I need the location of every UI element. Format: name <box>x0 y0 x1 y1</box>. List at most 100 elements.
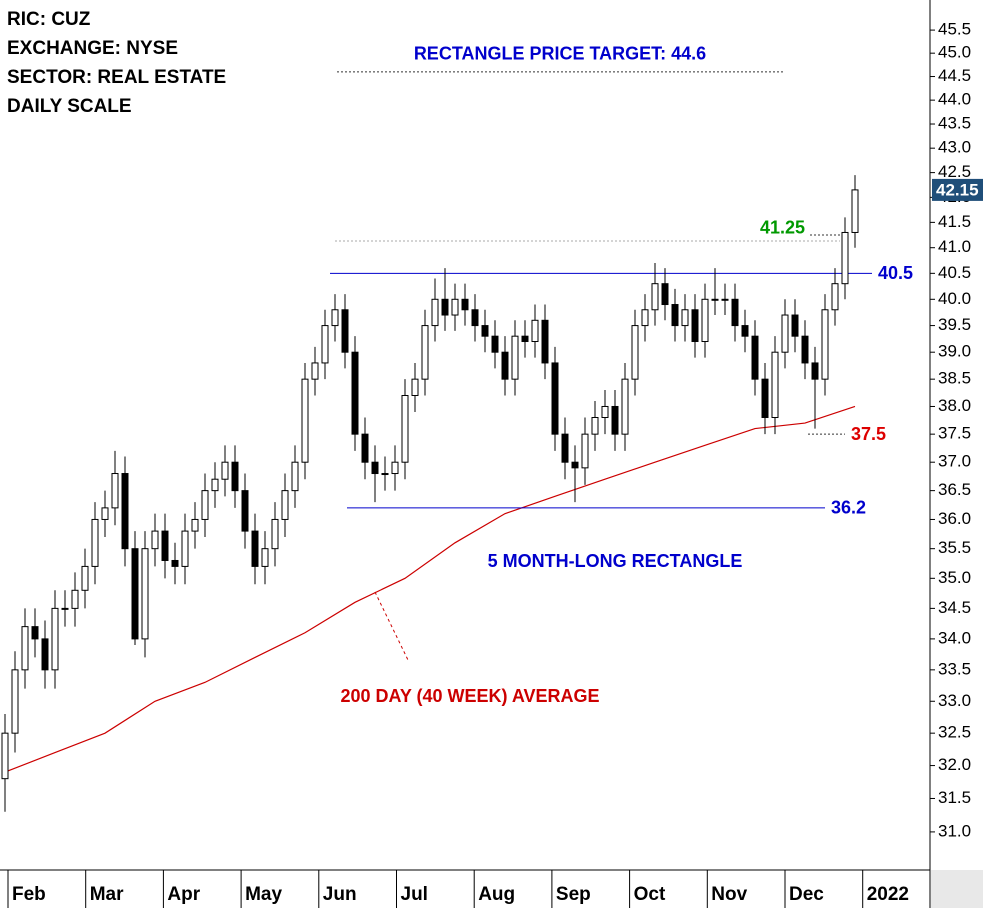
candle-body <box>421 325 429 380</box>
y-tick-label: 37.0 <box>938 452 971 471</box>
candle-body <box>431 298 439 327</box>
y-tick-label: 31.5 <box>938 788 971 807</box>
candle-body <box>551 362 559 435</box>
y-tick-label: 31.0 <box>938 821 971 840</box>
candle-body <box>231 461 239 492</box>
candle-body <box>651 283 659 311</box>
level-label: 36.2 <box>831 498 866 518</box>
candle-body <box>331 309 339 327</box>
y-tick-label: 40.0 <box>938 289 971 308</box>
candle-body <box>491 335 499 353</box>
candle-body <box>251 530 259 567</box>
y-tick-label: 38.0 <box>938 396 971 415</box>
y-tick-label: 33.5 <box>938 659 971 678</box>
candle-body <box>811 362 819 380</box>
candle-body <box>561 433 569 463</box>
x-tick-label: Feb <box>12 884 46 905</box>
candle-body <box>181 530 189 567</box>
candle-body <box>541 319 549 364</box>
candle-body <box>691 309 699 343</box>
y-tick-label: 45.5 <box>938 20 971 39</box>
candle-body <box>321 325 329 364</box>
candle-body <box>51 607 59 671</box>
x-tick-label: Jul <box>401 884 428 905</box>
candle-body <box>711 298 719 301</box>
x-tick-label: Nov <box>711 884 747 905</box>
candle-body <box>521 335 529 343</box>
candle-body <box>11 669 19 734</box>
candle-body <box>261 548 269 567</box>
candle-body <box>511 335 519 380</box>
candle-body <box>721 298 729 301</box>
candle-body <box>761 378 769 419</box>
y-tick-label: 32.0 <box>938 755 971 774</box>
candle-body <box>221 461 229 480</box>
candle-body <box>1 732 9 780</box>
candle-body <box>91 518 99 567</box>
y-tick-label: 39.5 <box>938 315 971 334</box>
candle-body <box>31 626 39 640</box>
y-tick-label: 43.5 <box>938 114 971 133</box>
moving-average-label: 200 DAY (40 WEEK) AVERAGE <box>340 686 599 706</box>
level-label: RECTANGLE PRICE TARGET: 44.6 <box>414 44 706 64</box>
x-tick-label: Mar <box>90 884 124 905</box>
candle-body <box>531 319 539 343</box>
y-tick-label: 36.0 <box>938 509 971 528</box>
candle-body <box>741 325 749 337</box>
y-tick-label: 38.5 <box>938 369 971 388</box>
y-tick-label: 34.5 <box>938 598 971 617</box>
candle-body <box>121 473 129 550</box>
x-tick-label: Aug <box>478 884 515 905</box>
candle-body <box>401 395 409 463</box>
candle-body <box>341 309 349 353</box>
candle-body <box>71 589 79 609</box>
candle-body <box>361 433 369 463</box>
y-tick-label: 41.5 <box>938 212 971 231</box>
candle-body <box>481 325 489 337</box>
candle-body <box>841 231 849 285</box>
candle-body <box>151 530 159 550</box>
candle-body <box>111 473 119 509</box>
last-price-box <box>932 178 983 201</box>
y-tick-label: 41.0 <box>938 237 971 256</box>
candle-body <box>21 626 29 671</box>
y-tick-label: 32.5 <box>938 723 971 742</box>
candle-body <box>831 283 839 311</box>
candle-body <box>291 461 299 492</box>
x-tick-label: Dec <box>789 884 824 905</box>
candle-body <box>371 461 379 475</box>
x-tick-label: Jun <box>323 884 357 905</box>
y-tick-label: 34.0 <box>938 628 971 647</box>
header-line: SECTOR: REAL ESTATE <box>7 67 226 88</box>
candle-body <box>471 309 479 327</box>
candle-body <box>451 298 459 316</box>
candle-body <box>501 351 509 380</box>
candle-body <box>641 309 649 327</box>
candle-body <box>821 309 829 380</box>
y-tick-label: 35.5 <box>938 538 971 557</box>
candle-body <box>281 490 289 520</box>
candle-body <box>751 335 759 380</box>
candle-body <box>171 559 179 567</box>
candle-body <box>381 473 389 476</box>
x-tick-label: Sep <box>556 884 591 905</box>
candle-body <box>851 189 859 233</box>
candle-body <box>351 351 359 435</box>
candle-body <box>731 298 739 327</box>
header-line: DAILY SCALE <box>7 96 132 117</box>
level-label: 37.5 <box>851 424 886 444</box>
candle-body <box>161 530 169 561</box>
candle-body <box>621 378 629 435</box>
annotation-pointer <box>374 591 409 661</box>
candle-body <box>191 518 199 532</box>
level-label: 40.5 <box>878 263 913 283</box>
candle-body <box>211 478 219 492</box>
candle-body <box>661 283 669 306</box>
candle-body <box>201 490 209 520</box>
candle-body <box>671 304 679 327</box>
candle-body <box>411 378 419 397</box>
header-line: EXCHANGE: NYSE <box>7 38 178 59</box>
y-tick-label: 43.0 <box>938 138 971 157</box>
